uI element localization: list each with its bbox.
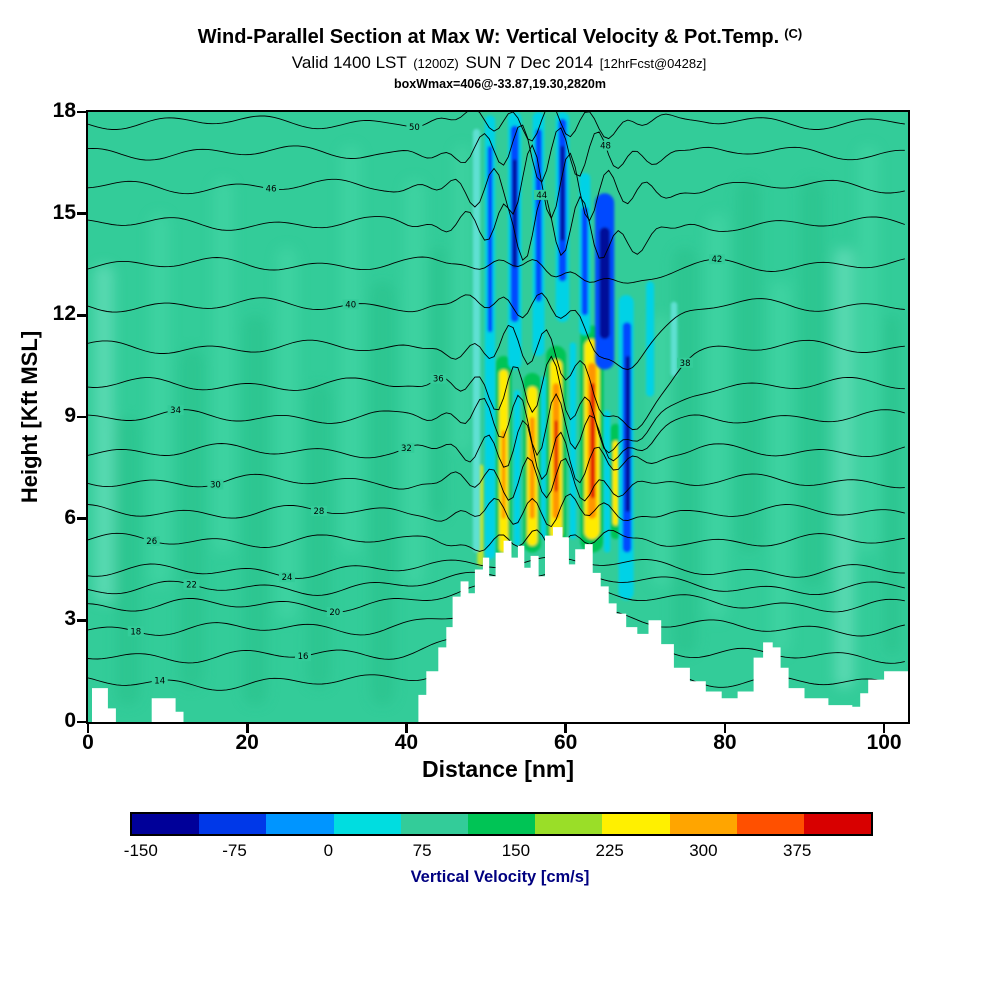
- y-tick-label: 3: [64, 607, 76, 631]
- colorbar-tick-label: -75: [222, 841, 247, 860]
- colorbar-segment: [132, 814, 200, 834]
- x-axis-label: Distance [nm]: [421, 756, 575, 782]
- colorbar-tick-label: 150: [501, 841, 531, 860]
- y-axis-tick: [77, 415, 86, 419]
- svg-text:26: 26: [146, 537, 157, 547]
- colorbar-segment: [333, 814, 401, 834]
- x-tick-label: 20: [235, 731, 259, 754]
- x-axis-tick: [564, 724, 567, 733]
- x-tick-label: 80: [713, 731, 737, 754]
- colorbar-title: Vertical Velocity [cm/s]: [410, 868, 590, 886]
- colorbar-segment: [602, 814, 670, 834]
- y-tick-label: 12: [52, 302, 76, 326]
- valid-zulu-text: (1200Z): [413, 56, 459, 71]
- x-tick-label: 40: [394, 731, 419, 754]
- y-tick-label: 18: [52, 99, 76, 122]
- y-tick-label: 15: [52, 200, 76, 224]
- y-axis-tick: [77, 212, 86, 215]
- y-axis-tick: [77, 517, 86, 520]
- svg-text:46: 46: [266, 185, 277, 195]
- svg-text:44: 44: [536, 191, 547, 201]
- colorbar-tick-label: 0: [323, 841, 334, 860]
- downdraft-streaks: [472, 112, 678, 600]
- updraft-streaks: [477, 325, 622, 567]
- field-mottle: [94, 145, 900, 706]
- svg-text:48: 48: [600, 142, 611, 152]
- colorbar-segment: [467, 814, 536, 834]
- svg-text:50: 50: [409, 123, 420, 133]
- svg-text:32: 32: [401, 444, 412, 454]
- valid-time-text: Valid 1400 LST: [291, 53, 407, 72]
- svg-text:40: 40: [345, 300, 356, 310]
- terrain-silhouette: [88, 527, 908, 722]
- colorbar-segment: [199, 814, 267, 834]
- colorbar-tick-label: 225: [595, 841, 624, 860]
- y-axis-tick: [77, 720, 86, 724]
- colorbar-tick-label: 375: [783, 841, 812, 860]
- colorbar-segment: [803, 814, 872, 834]
- svg-text:38: 38: [680, 359, 691, 369]
- cross-section-plot: 14 16 18 20 22 24 26 28 30 32 34 36 38 40 42 44 46 48 50: [88, 112, 908, 722]
- chart-title-text: Wind-Parallel Section at Max W: Vertical…: [197, 26, 780, 48]
- colorbar-tick-label: 300: [689, 841, 718, 860]
- colorbar-tick-label: -150: [123, 841, 158, 860]
- colorbar-segment: [266, 814, 334, 834]
- chart-subtitle: Valid 1400 LST (1200Z) SUN 7 Dec 2014 [1…: [0, 53, 1000, 73]
- chart-title: Wind-Parallel Section at Max W: Vertical…: [0, 26, 1000, 49]
- colorbar-segment: [736, 814, 804, 834]
- y-axis-tick: [77, 314, 86, 317]
- svg-text:22: 22: [186, 581, 197, 591]
- x-axis-tick: [246, 724, 249, 733]
- svg-text:24: 24: [282, 573, 293, 583]
- colorbar-segment: [669, 814, 737, 834]
- colorbar-tick-label: 75: [412, 841, 432, 860]
- svg-text:30: 30: [210, 481, 221, 491]
- y-axis-tick: [77, 110, 86, 114]
- chart-annotation: boxWmax=406@-33.87,19.30,2820m: [394, 77, 606, 91]
- x-axis-tick: [86, 724, 90, 733]
- x-axis-tick: [723, 724, 727, 733]
- x-tick-label: 0: [82, 731, 94, 754]
- svg-text:16: 16: [298, 652, 309, 662]
- x-axis-tick: [405, 724, 408, 733]
- y-tick-label: 6: [64, 505, 76, 529]
- x-axis-tick: [882, 724, 886, 733]
- valid-date-text: SUN 7 Dec 2014: [465, 53, 594, 72]
- colorbar-segment: [400, 814, 468, 834]
- colorbar: [130, 812, 873, 836]
- y-axis-tick: [77, 619, 86, 622]
- x-tick-label: 60: [554, 731, 578, 754]
- svg-text:28: 28: [313, 507, 324, 517]
- forecast-tag-text: [12hrFcst@0428z]: [599, 56, 707, 71]
- y-tick-label: 9: [64, 404, 76, 427]
- svg-text:42: 42: [711, 255, 722, 265]
- colorbar-segment: [535, 814, 603, 834]
- x-tick-label: 100: [866, 731, 902, 754]
- svg-text:36: 36: [433, 375, 444, 385]
- svg-text:14: 14: [154, 676, 165, 686]
- svg-text:20: 20: [329, 608, 340, 618]
- chart-title-units: (C): [784, 26, 803, 41]
- isentrope-labels: 14 16 18 20 22 24 26 28 30 32 34 36 38 40 42 44 46 48 50: [127, 121, 725, 686]
- svg-text:34: 34: [170, 406, 181, 416]
- y-tick-label: 0: [64, 709, 76, 732]
- svg-text:18: 18: [130, 627, 141, 637]
